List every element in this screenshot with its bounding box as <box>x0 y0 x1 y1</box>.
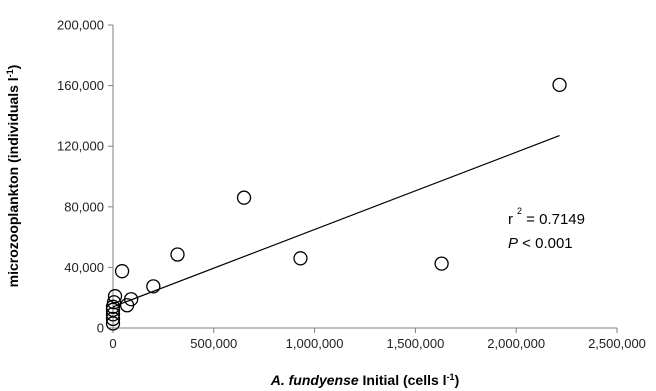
data-point <box>146 279 161 294</box>
y-axis-title-main: microzooplankton (individuals l <box>5 77 21 287</box>
tick-marks <box>108 24 618 333</box>
y-tick-label: 160,000 <box>57 78 104 93</box>
trendline <box>112 135 560 308</box>
x-tick-label: 500,000 <box>190 336 237 351</box>
p-label: P <box>508 235 518 252</box>
x-tick-label: 2,500,000 <box>588 336 646 351</box>
data-point <box>434 256 449 271</box>
x-tick-label: 1,500,000 <box>386 336 444 351</box>
trendline-group <box>112 135 560 308</box>
data-point <box>293 251 308 266</box>
data-points <box>105 77 567 331</box>
y-tick-label: 0 <box>97 321 104 336</box>
data-point <box>114 264 130 279</box>
p-value-annotation: P < 0.001 <box>508 235 573 252</box>
y-tick-label: 200,000 <box>57 18 104 33</box>
data-point <box>552 77 567 92</box>
x-tick-label: 2,000,000 <box>487 336 545 351</box>
x-tick-label: 0 <box>109 336 116 351</box>
r-superscript: 2 <box>517 206 522 216</box>
r-label: r <box>508 211 513 228</box>
x-axis-title: A. fundyense Initial (cells l-1) <box>270 372 460 388</box>
x-tick-label: 1,000,000 <box>286 336 344 351</box>
data-point <box>236 190 252 205</box>
axes <box>112 25 617 329</box>
x-axis-title-italic: A. fundyense <box>270 372 359 388</box>
data-point <box>105 302 121 317</box>
r-value: = 0.7149 <box>522 211 585 228</box>
y-tick-label: 120,000 <box>57 139 104 154</box>
x-axis-title-rest: Initial (cells l <box>359 372 447 388</box>
p-value: < 0.001 <box>518 235 573 252</box>
y-axis-title-sup: -1 <box>5 69 15 77</box>
x-axis-title-close: ) <box>455 372 460 388</box>
y-tick-label: 40,000 <box>64 260 104 275</box>
y-axis-title: microzooplankton (individuals l-1) <box>5 65 21 288</box>
data-point <box>105 311 121 327</box>
y-axis-title-close: ) <box>5 65 21 70</box>
data-point <box>106 295 122 310</box>
data-point <box>123 292 139 307</box>
tick-labels: 0 500,000 1,000,000 1,500,000 2,000,000 2,500… <box>57 18 646 352</box>
x-axis-title-sup: -1 <box>447 372 455 382</box>
data-point <box>105 307 121 322</box>
y-tick-label: 80,000 <box>64 199 104 214</box>
data-point <box>107 289 123 304</box>
data-point <box>170 247 185 262</box>
